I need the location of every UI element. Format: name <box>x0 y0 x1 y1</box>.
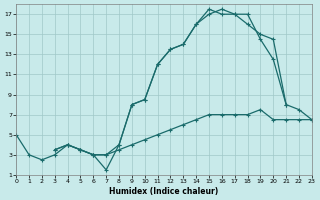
X-axis label: Humidex (Indice chaleur): Humidex (Indice chaleur) <box>109 187 219 196</box>
